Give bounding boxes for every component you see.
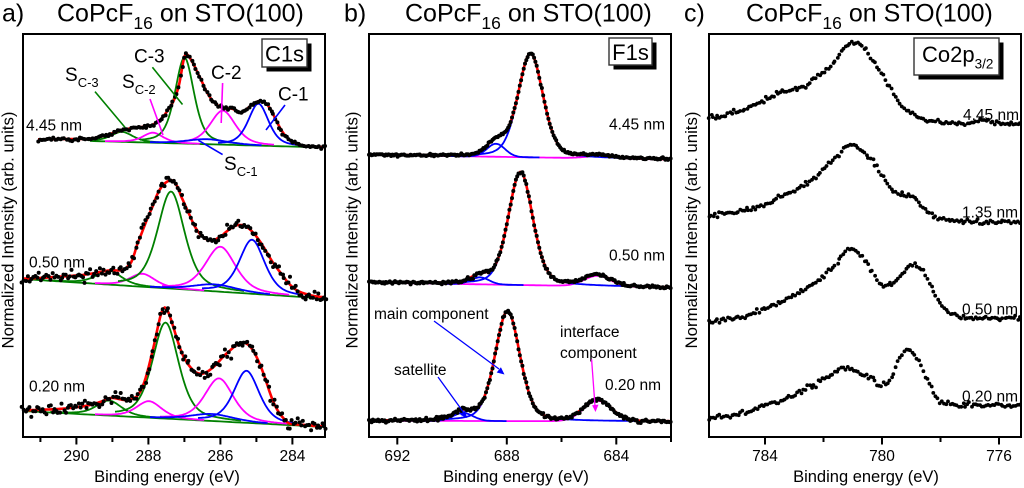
svg-text:692: 692 — [384, 448, 410, 465]
svg-text:C-2: C-2 — [211, 63, 242, 84]
svg-text:4.45 nm: 4.45 nm — [609, 117, 665, 134]
svg-text:286: 286 — [207, 448, 233, 465]
svg-text:c): c) — [684, 0, 705, 28]
svg-text:290: 290 — [63, 448, 89, 465]
svg-text:0.20 nm: 0.20 nm — [605, 377, 661, 394]
svg-text:4.45 nm: 4.45 nm — [963, 107, 1019, 124]
svg-text:684: 684 — [603, 448, 629, 465]
svg-text:0.20 nm: 0.20 nm — [29, 379, 85, 396]
svg-text:Normalized Intensity (arb. uni: Normalized Intensity (arb. units) — [682, 112, 701, 349]
svg-text:a): a) — [2, 0, 24, 28]
svg-text:0.50 nm: 0.50 nm — [29, 255, 85, 272]
svg-text:0.50 nm: 0.50 nm — [609, 248, 665, 265]
svg-text:284: 284 — [279, 448, 305, 465]
svg-text:288: 288 — [135, 448, 161, 465]
svg-text:interface: interface — [560, 324, 619, 341]
svg-text:Binding energy (eV): Binding energy (eV) — [443, 468, 589, 486]
svg-text:component: component — [560, 345, 637, 362]
svg-text:C-3: C-3 — [134, 47, 165, 68]
svg-text:784: 784 — [752, 448, 778, 465]
svg-text:C-1: C-1 — [278, 85, 309, 106]
svg-text:0.20 nm: 0.20 nm — [962, 389, 1018, 406]
svg-text:F1s: F1s — [612, 40, 649, 65]
svg-text:C1s: C1s — [265, 42, 304, 67]
svg-text:satellite: satellite — [394, 362, 447, 379]
svg-text:688: 688 — [494, 448, 520, 465]
svg-text:Binding energy (eV): Binding energy (eV) — [793, 468, 939, 486]
svg-text:main component: main component — [374, 306, 489, 323]
svg-text:1.35 nm: 1.35 nm — [962, 205, 1018, 222]
svg-text:Binding energy (eV): Binding energy (eV) — [94, 468, 240, 486]
svg-text:0.50 nm: 0.50 nm — [962, 302, 1018, 319]
svg-text:Normalized Intensity (arb. uni: Normalized Intensity (arb. units) — [0, 112, 18, 349]
svg-text:780: 780 — [869, 448, 895, 465]
svg-text:776: 776 — [986, 448, 1012, 465]
svg-text:b): b) — [344, 0, 366, 28]
svg-text:4.45 nm: 4.45 nm — [26, 118, 82, 135]
svg-text:Normalized Intensity (arb. uni: Normalized Intensity (arb. units) — [343, 112, 362, 349]
